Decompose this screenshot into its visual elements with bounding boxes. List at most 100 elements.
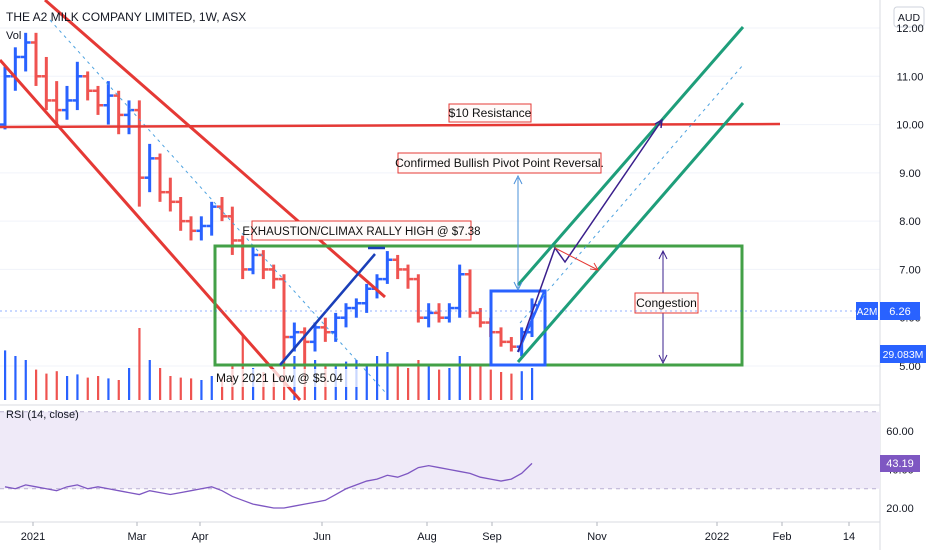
last-price-symbol: A2M <box>857 307 878 318</box>
ohlc-bar <box>186 216 196 241</box>
rsi-tick-label: 60.00 <box>886 426 914 438</box>
volume-bar <box>35 369 38 400</box>
ohlc-bar <box>206 201 217 236</box>
resistance-label-box[interactable] <box>448 103 532 123</box>
volume-bar <box>458 356 461 400</box>
ohlc-bar <box>506 337 517 352</box>
ohlc-bar <box>423 303 434 328</box>
ohlc-bar <box>51 81 62 125</box>
volume-bar <box>221 377 224 400</box>
time-axis[interactable]: 2021 Mar Apr Jun Aug Sep Nov 2022 Feb 14 <box>21 522 855 543</box>
pivot-arrow-head-down <box>513 281 523 292</box>
ohlc-bar <box>196 216 207 241</box>
price-tick-label: 7.00 <box>899 264 920 276</box>
volume-bar <box>365 364 368 400</box>
ohlc-bar <box>268 264 279 289</box>
price-bars <box>0 32 537 365</box>
up-channel-lower[interactable] <box>516 102 745 363</box>
ohlc-bar <box>465 269 475 318</box>
volume-bar <box>179 377 182 400</box>
pivot-label-box[interactable] <box>397 152 602 174</box>
ohlc-bar <box>351 298 362 318</box>
ohlc-bar <box>93 85 103 115</box>
ohlc-bar <box>320 317 331 342</box>
rsi-line <box>4 462 533 509</box>
ohlc-bar <box>403 264 413 289</box>
time-tick-label: Apr <box>191 531 208 543</box>
volume-bar <box>407 368 410 400</box>
ohlc-bar <box>279 274 289 362</box>
pullback-arrowhead <box>589 262 599 271</box>
volume-bar <box>66 376 69 400</box>
volume-bar <box>448 368 451 400</box>
volume-badge <box>880 345 926 363</box>
volume-bar <box>210 376 213 400</box>
volume-bar <box>200 380 203 400</box>
currency-button[interactable] <box>893 6 925 28</box>
volume-bar <box>396 364 399 400</box>
volume-bar <box>479 366 482 400</box>
resistance-line[interactable] <box>0 122 781 129</box>
ohlc-bar <box>382 251 393 284</box>
ohlc-bar <box>341 303 351 328</box>
ohlc-bar <box>496 327 506 347</box>
volume-bar <box>45 373 48 400</box>
volume-bar <box>190 378 193 400</box>
volume-bar <box>489 369 492 400</box>
volume-bar <box>86 377 89 400</box>
volume-bar <box>76 374 79 400</box>
congestion-label-box[interactable] <box>634 292 699 314</box>
drawings[interactable] <box>0 0 781 401</box>
rsi-value: 43.19 <box>886 458 914 470</box>
price-tick-label: 12.00 <box>896 23 924 35</box>
ohlc-bar <box>217 197 227 222</box>
pivot-trendline[interactable] <box>516 289 547 353</box>
exhaustion-label: EXHAUSTION/CLIMAX RALLY HIGH @ $7.38 <box>242 226 480 238</box>
pullback-arrow[interactable] <box>554 247 599 271</box>
ohlc-bar <box>310 322 320 352</box>
projection-path[interactable] <box>517 119 663 353</box>
volume-bar <box>117 380 120 400</box>
exhaustion-label-box[interactable] <box>251 220 472 241</box>
low-label-box[interactable] <box>214 369 364 387</box>
ohlc-bar <box>41 56 52 111</box>
time-tick-label: Mar <box>128 531 147 543</box>
rsi-tick-label: 20.00 <box>886 503 914 515</box>
ohlc-bar <box>434 303 444 323</box>
ohlc-bar <box>175 197 186 231</box>
rsi-band <box>0 411 880 489</box>
ohlc-bar <box>444 303 455 323</box>
volume-bar <box>386 352 389 400</box>
downtrend-channel-lower[interactable] <box>0 59 302 401</box>
ohlc-bar <box>361 283 372 313</box>
volume-bar <box>469 364 472 400</box>
time-tick-label: Jun <box>313 531 331 543</box>
annotation-labels[interactable]: $10 Resistance Confirmed Bullish Pivot P… <box>214 103 699 387</box>
volume-bar <box>159 368 162 400</box>
last-price-value: 6.26 <box>889 306 910 318</box>
ohlc-bar <box>20 32 31 72</box>
rally-trendline[interactable] <box>279 253 376 366</box>
ohlc-bar <box>237 235 248 280</box>
volume-bar <box>427 366 430 400</box>
congestion-arrow-head-down <box>658 354 668 365</box>
ohlc-bar <box>392 254 403 280</box>
volume-bar <box>128 368 131 400</box>
low-label: May 2021 Low @ $5.04 <box>216 371 343 385</box>
ohlc-bar <box>144 143 155 193</box>
up-channel-upper[interactable] <box>516 26 745 286</box>
volume-bar <box>272 374 275 400</box>
ohlc-bar <box>134 100 145 207</box>
ohlc-bar <box>82 71 93 101</box>
price-tick-label: 9.00 <box>899 168 920 180</box>
price-tick-label: 8.00 <box>899 216 920 228</box>
up-channel-mid[interactable] <box>519 64 744 324</box>
projection-arrowhead <box>654 118 663 129</box>
ohlc-bar <box>103 81 114 125</box>
currency-button-label: AUD <box>898 12 921 24</box>
congestion-box[interactable] <box>213 244 744 367</box>
volume-bar <box>138 328 141 400</box>
ohlc-bar <box>454 264 465 318</box>
